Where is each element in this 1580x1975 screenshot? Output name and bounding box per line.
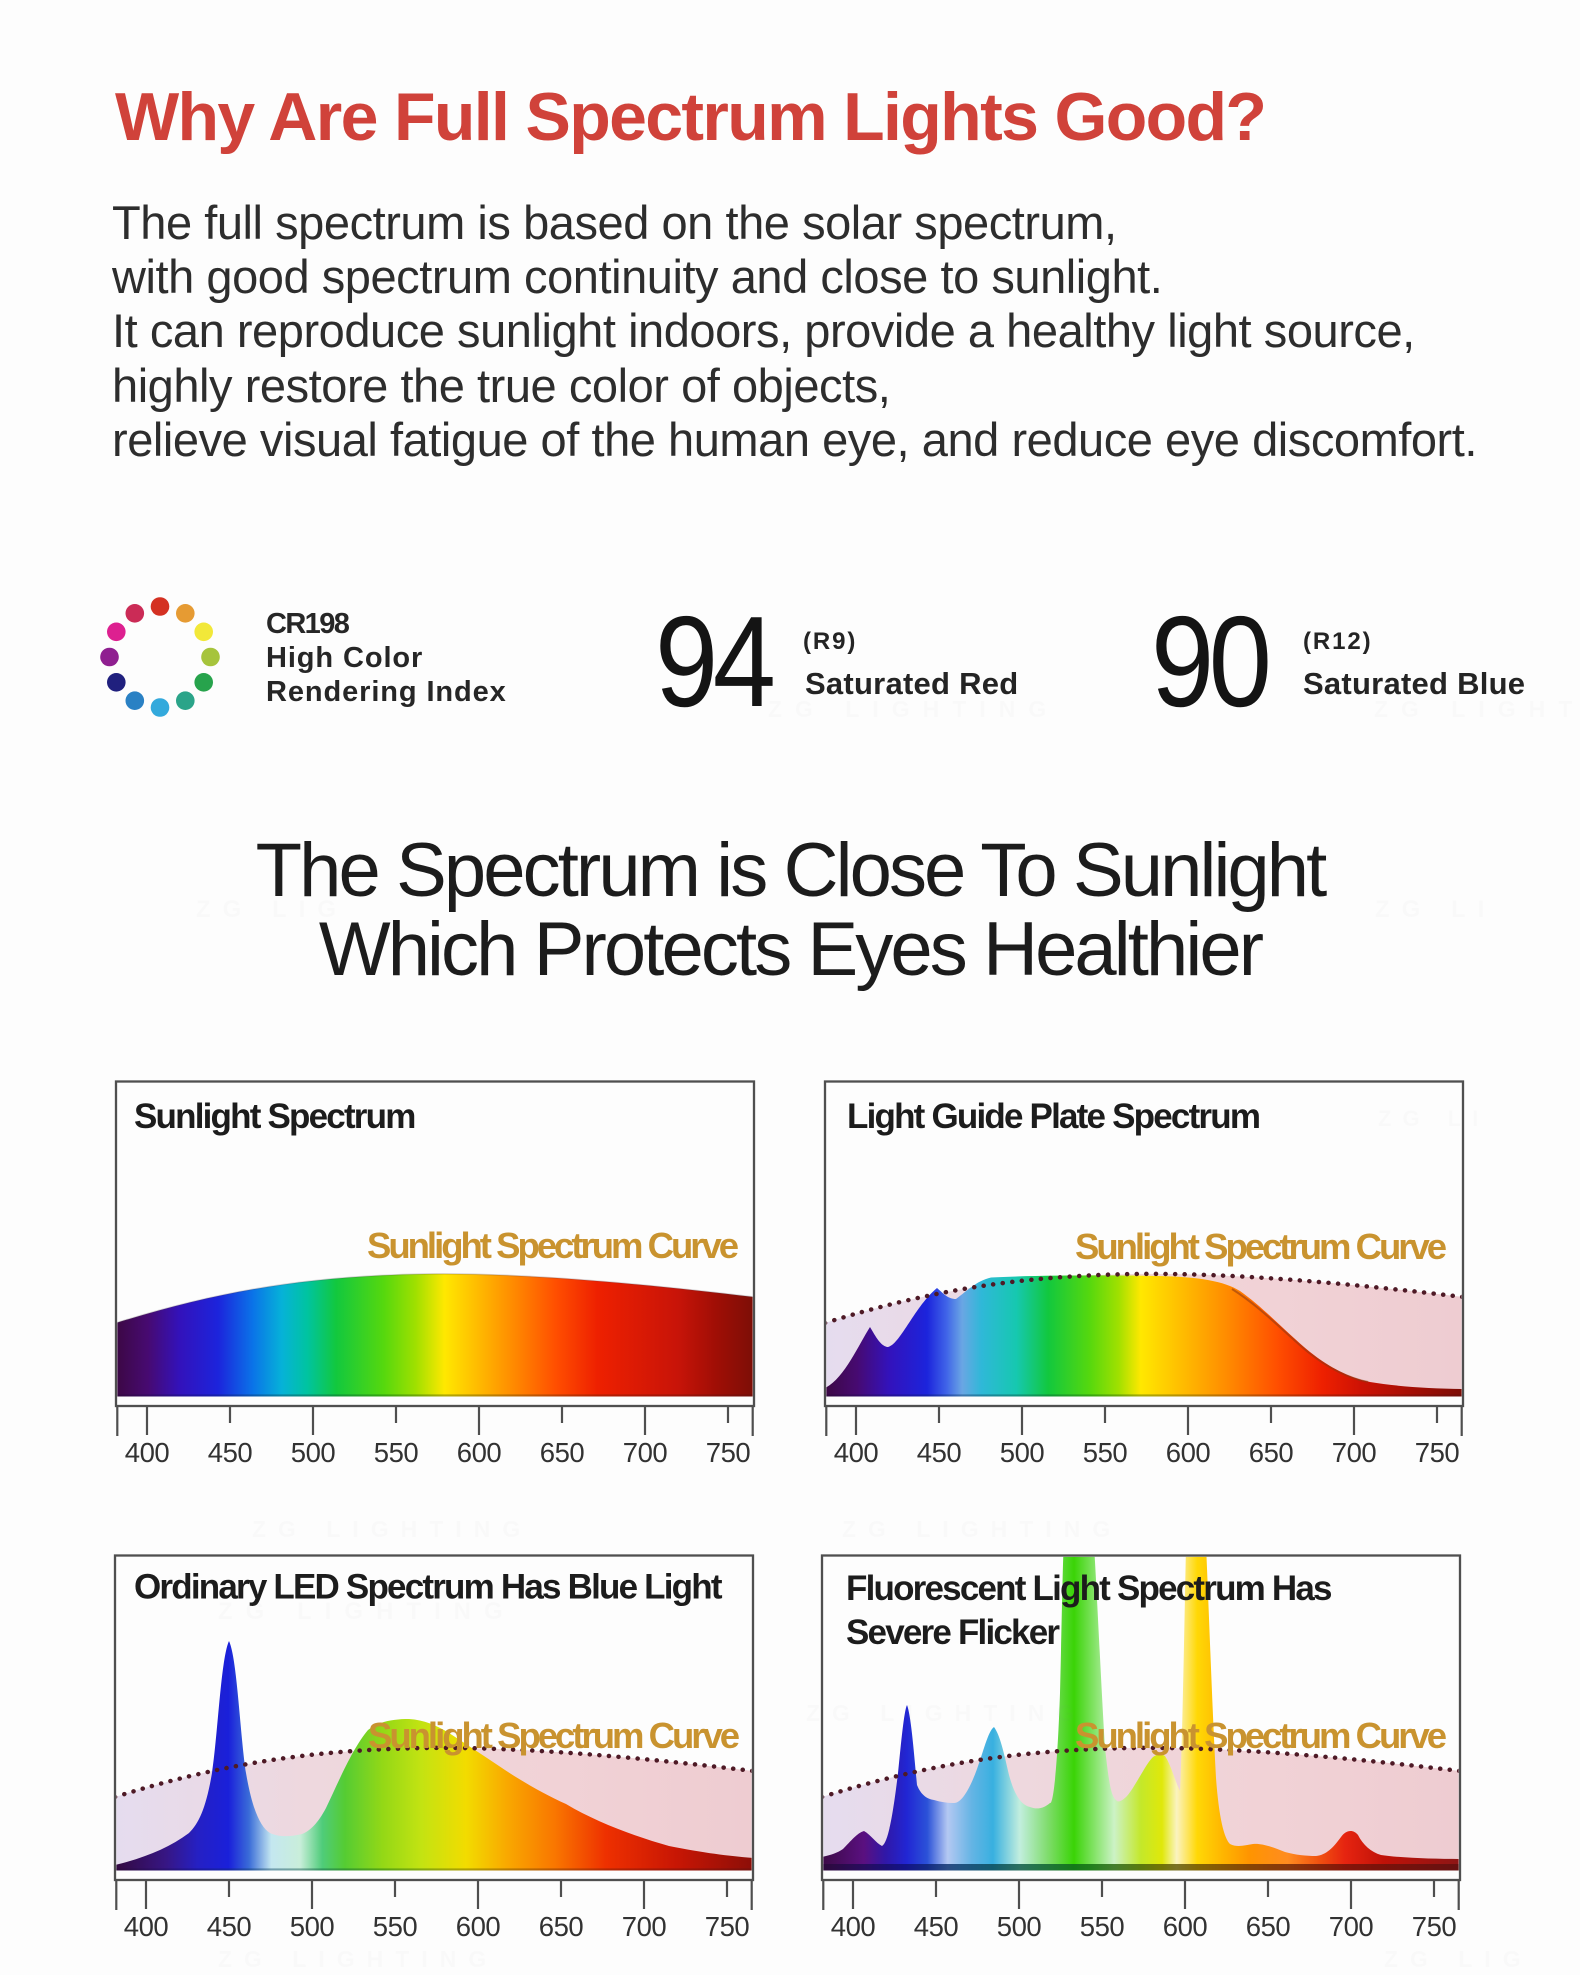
- svg-text:750: 750: [705, 1911, 750, 1942]
- svg-text:450: 450: [914, 1911, 959, 1942]
- svg-text:Sunlight Spectrum Curve: Sunlight Spectrum Curve: [367, 1225, 739, 1266]
- svg-text:500: 500: [291, 1437, 336, 1468]
- svg-text:650: 650: [540, 1437, 585, 1468]
- svg-text:Sunlight Spectrum Curve: Sunlight Spectrum Curve: [1075, 1715, 1447, 1756]
- svg-text:400: 400: [125, 1437, 170, 1468]
- svg-text:500: 500: [1000, 1437, 1045, 1468]
- svg-text:Sunlight Spectrum: Sunlight Spectrum: [134, 1097, 415, 1136]
- svg-text:550: 550: [373, 1911, 418, 1942]
- svg-text:650: 650: [539, 1911, 584, 1942]
- svg-text:600: 600: [1166, 1437, 1211, 1468]
- svg-text:Sunlight Spectrum Curve: Sunlight Spectrum Curve: [368, 1715, 740, 1756]
- svg-text:750: 750: [1412, 1911, 1457, 1942]
- svg-text:600: 600: [1163, 1911, 1208, 1942]
- svg-text:600: 600: [456, 1911, 501, 1942]
- svg-text:450: 450: [917, 1437, 962, 1468]
- svg-text:650: 650: [1246, 1911, 1291, 1942]
- svg-text:750: 750: [1415, 1437, 1460, 1468]
- svg-text:400: 400: [834, 1437, 879, 1468]
- svg-text:400: 400: [124, 1911, 169, 1942]
- svg-text:Sunlight Spectrum Curve: Sunlight Spectrum Curve: [1075, 1226, 1447, 1267]
- svg-text:Ordinary LED Spectrum Has Blue: Ordinary LED Spectrum Has Blue Light: [134, 1568, 723, 1607]
- svg-text:500: 500: [290, 1911, 335, 1942]
- svg-text:700: 700: [1332, 1437, 1377, 1468]
- svg-text:550: 550: [1080, 1911, 1125, 1942]
- svg-text:600: 600: [457, 1437, 502, 1468]
- svg-text:700: 700: [623, 1437, 668, 1468]
- svg-text:700: 700: [622, 1911, 667, 1942]
- svg-text:450: 450: [208, 1437, 253, 1468]
- svg-text:Light Guide Plate Spectrum: Light Guide Plate Spectrum: [847, 1097, 1259, 1136]
- svg-text:450: 450: [207, 1911, 252, 1942]
- svg-text:550: 550: [1083, 1437, 1128, 1468]
- svg-text:750: 750: [706, 1437, 751, 1468]
- svg-text:650: 650: [1249, 1437, 1294, 1468]
- svg-text:550: 550: [374, 1437, 419, 1468]
- svg-text:500: 500: [997, 1911, 1042, 1942]
- svg-text:700: 700: [1329, 1911, 1374, 1942]
- svg-text:400: 400: [831, 1911, 876, 1942]
